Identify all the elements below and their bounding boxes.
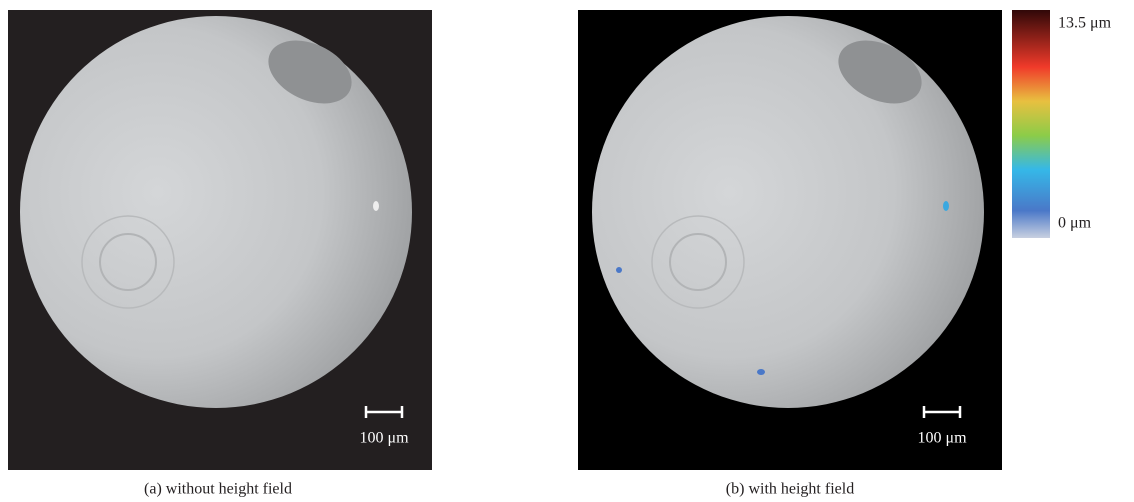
colorbar-min-label: 0 μm [1058,215,1092,232]
figure: 100 μm (a) without height field 100 μm (… [0,0,1134,502]
sphere [20,16,412,408]
scale-label: 100 μm [359,430,409,447]
colorbar-max-label: 13.5 μm [1058,15,1112,32]
scale-label: 100 μm [917,430,967,447]
sphere [592,16,984,408]
colorbar [1012,10,1050,238]
defect [943,201,949,211]
caption: (b) with height field [726,481,854,498]
defect [616,267,622,273]
defect [373,201,379,211]
caption: (a) without height field [144,481,292,498]
defect [757,369,765,375]
